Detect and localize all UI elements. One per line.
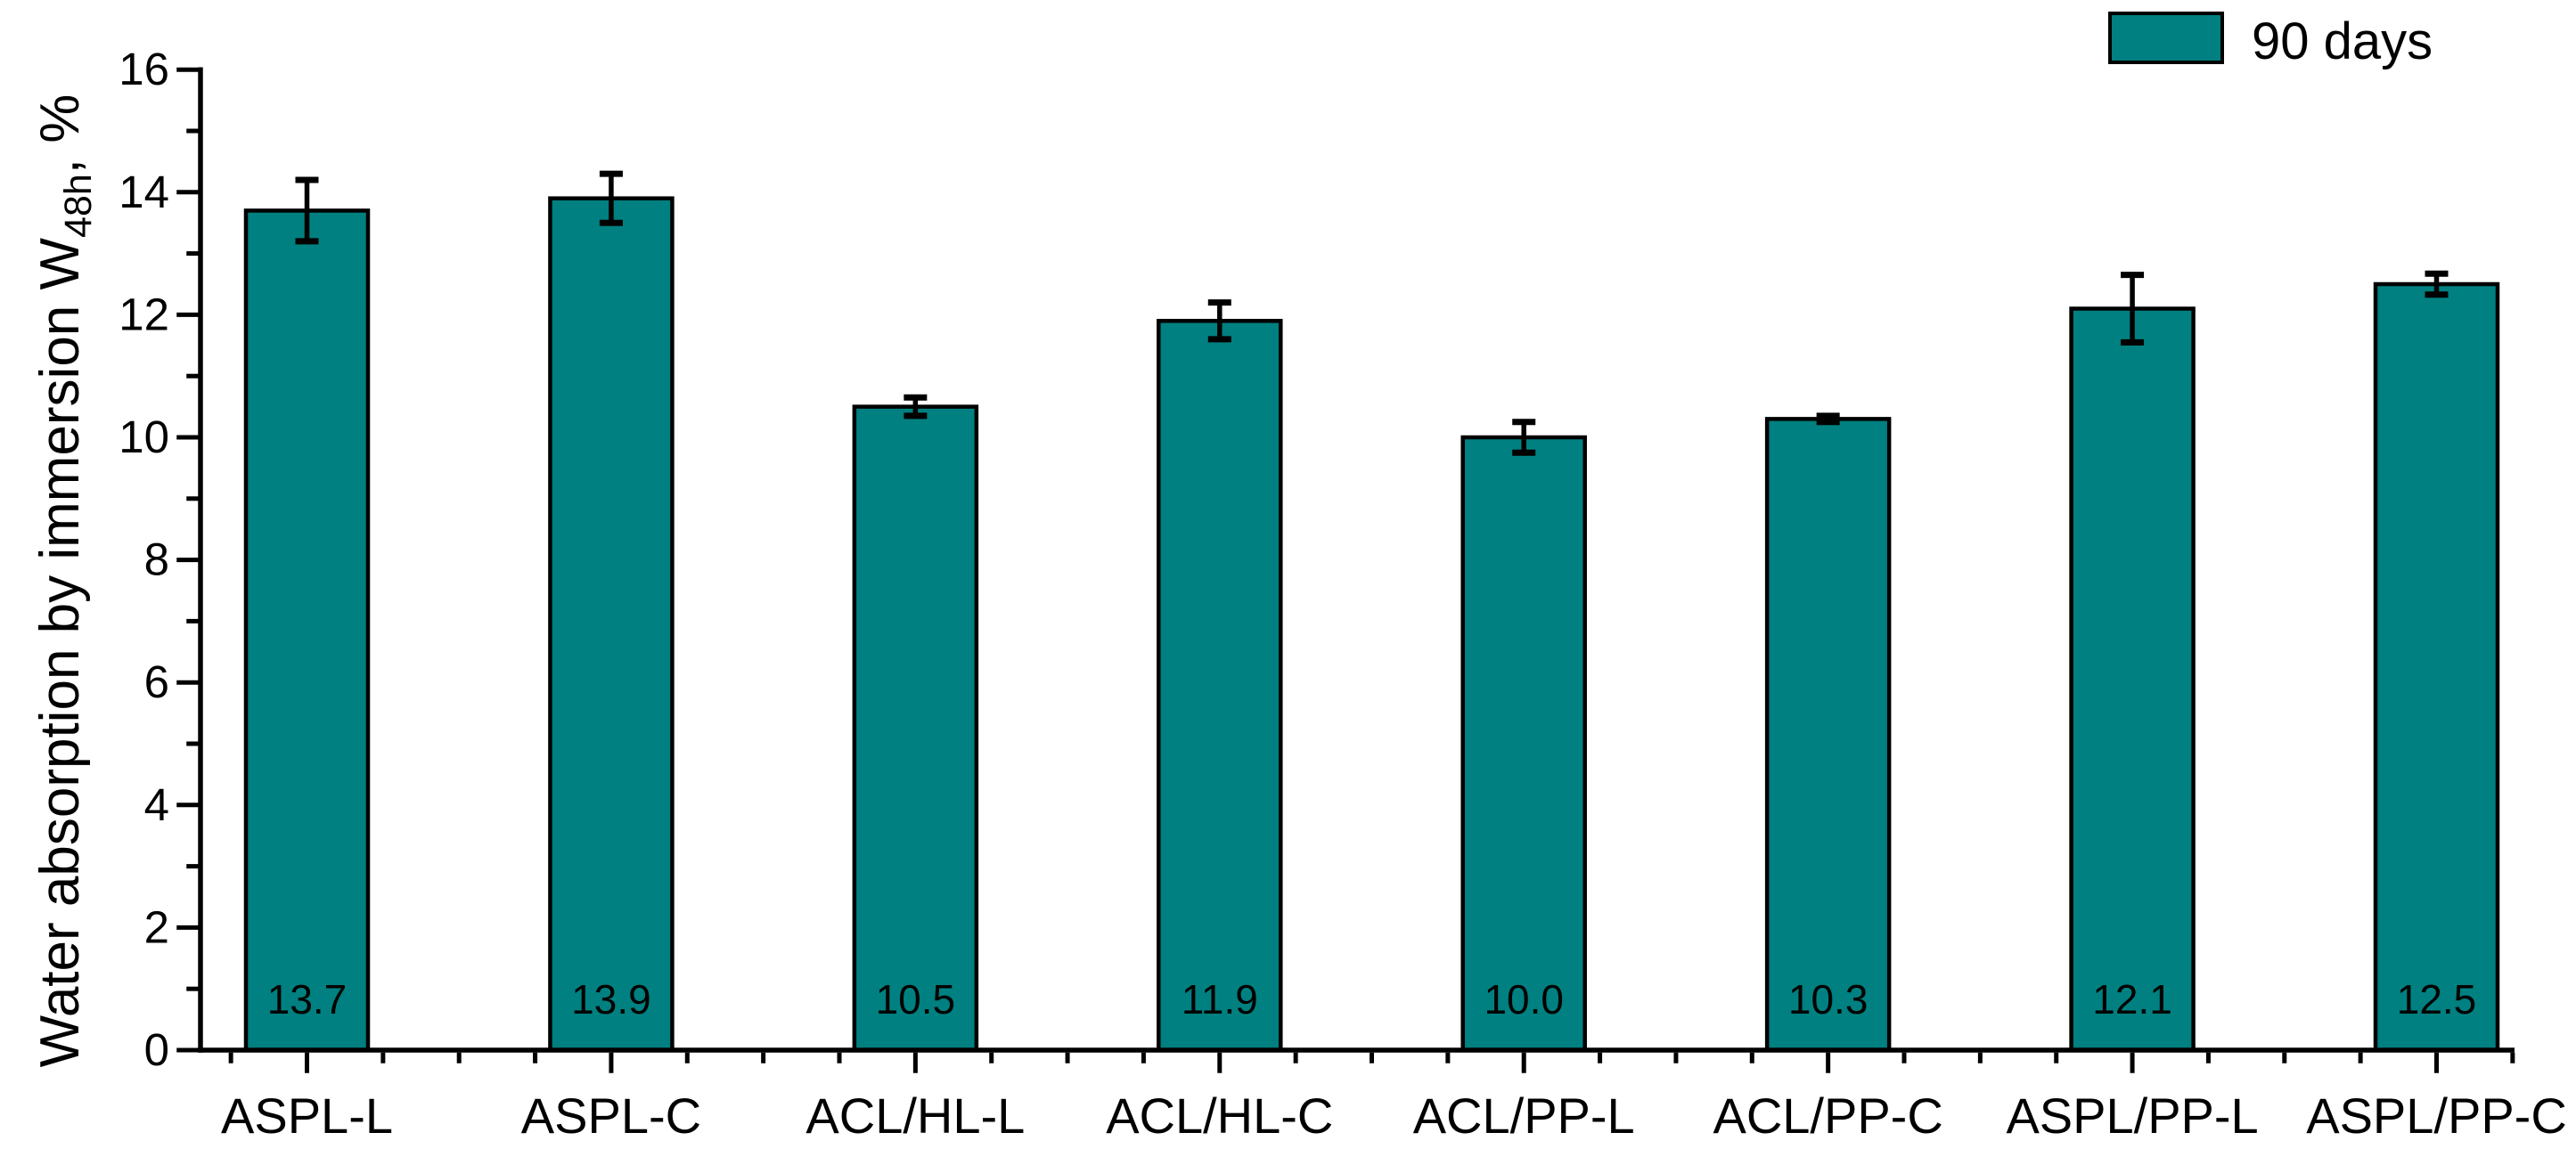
error-bar-acl-pp-c xyxy=(1816,412,1840,426)
x-tick-label-aspl-pp-l: ASPL/PP-L xyxy=(2006,1088,2258,1144)
x-tick-label-acl-pp-c: ACL/PP-C xyxy=(1713,1088,1942,1144)
x-tick-label-acl-hl-c: ACL/HL-C xyxy=(1106,1088,1333,1144)
error-bar-acl-pp-l xyxy=(1512,419,1536,456)
x-tick-label-aspl-c: ASPL-C xyxy=(521,1088,701,1144)
y-tick-label-4: 4 xyxy=(144,779,169,830)
error-bar-aspl-pp-l xyxy=(2121,272,2145,346)
y-tick-label-14: 14 xyxy=(119,167,169,217)
y-tick-label-6: 6 xyxy=(144,656,169,707)
bar-value-label: 12.1 xyxy=(2092,976,2172,1023)
bar-aspl-l xyxy=(243,208,371,1053)
error-bar-acl-hl-l xyxy=(904,394,928,420)
error-bar-aspl-l xyxy=(295,176,319,245)
bar-value-label: 11.9 xyxy=(1182,976,1258,1023)
legend-label: 90 days xyxy=(2252,12,2433,70)
error-bar-aspl-c xyxy=(599,170,623,226)
x-tick-label-aspl-pp-c: ASPL/PP-C xyxy=(2306,1088,2567,1144)
bar-value-label: 10.0 xyxy=(1484,976,1564,1023)
y-tick-label-0: 0 xyxy=(144,1024,169,1075)
legend: 90 days xyxy=(2108,12,2433,70)
legend-swatch xyxy=(2108,12,2224,64)
bar-value-label: 12.5 xyxy=(2397,976,2477,1023)
bar-acl-pp-l xyxy=(1460,435,1587,1053)
bar-aspl-c xyxy=(548,196,675,1053)
y-axis-title-main: Water absorption by immersion W xyxy=(29,237,91,1067)
y-tick-label-16: 16 xyxy=(119,44,169,94)
x-tick-label-acl-pp-l: ACL/PP-L xyxy=(1413,1088,1635,1144)
y-axis-title-subscript: 48h xyxy=(57,174,100,238)
bar-acl-hl-c xyxy=(1157,319,1283,1053)
y-axis-title: Water absorption by immersion W48h, % xyxy=(29,94,100,1068)
x-tick-label-aspl-l: ASPL-L xyxy=(221,1088,393,1144)
bar-acl-hl-l xyxy=(852,404,979,1053)
bar-value-label: 13.7 xyxy=(267,976,348,1023)
y-tick-label-12: 12 xyxy=(119,289,169,339)
bar-acl-pp-c xyxy=(1764,417,1892,1053)
error-bar-acl-hl-c xyxy=(1207,299,1231,343)
error-bar-aspl-pp-c xyxy=(2425,270,2449,298)
bar-aspl-pp-c xyxy=(2373,281,2500,1053)
y-tick-label-10: 10 xyxy=(119,411,169,462)
bar-aspl-pp-l xyxy=(2069,306,2196,1053)
bar-value-label: 10.3 xyxy=(1788,976,1869,1023)
bar-value-label: 10.5 xyxy=(876,976,956,1023)
y-tick-label-8: 8 xyxy=(144,534,169,585)
y-axis-title-suffix: , % xyxy=(29,94,91,175)
bar-value-label: 13.9 xyxy=(571,976,651,1023)
y-tick-label-2: 2 xyxy=(144,901,169,952)
x-tick-label-acl-hl-l: ACL/HL-L xyxy=(806,1088,1025,1144)
